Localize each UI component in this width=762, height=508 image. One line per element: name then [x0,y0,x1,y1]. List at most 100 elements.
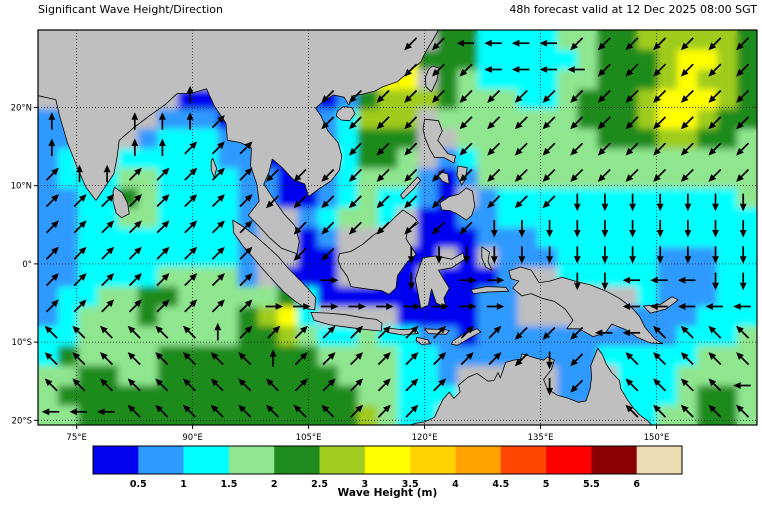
colorbar-segment [500,446,547,474]
direction-arrow [128,299,142,313]
colorbar-segment [364,446,411,474]
direction-arrow [486,303,505,310]
landmass [310,312,383,332]
landmass [508,266,664,345]
direction-arrow [294,378,308,392]
x-tick-label: 135°E [528,433,554,443]
direction-arrow [44,352,58,366]
direction-arrow [48,138,56,156]
direction-arrow [376,221,390,235]
direction-arrow [155,378,169,392]
direction-arrow [69,408,87,416]
direction-arrow [625,352,639,366]
direction-arrow [597,168,611,182]
axis-labels: 75°E 90°E 105°E 120°E 135°E 150°E 20°N 10°N 0° 10… [11,103,670,443]
landmass [232,219,316,311]
direction-arrow [650,276,668,284]
direction-arrow [573,246,581,264]
direction-arrow [156,167,170,181]
direction-arrow [546,220,554,238]
direction-arrow [159,112,166,130]
direction-arrow [211,141,225,155]
landmass [415,337,432,345]
direction-arrow [511,39,530,47]
direction-arrow [294,352,308,366]
direction-arrow [490,246,498,264]
direction-arrow [539,66,558,73]
direction-arrow [736,116,750,130]
direction-arrow [570,353,584,367]
direction-arrow [736,325,750,339]
direction-arrow [184,246,198,260]
direction-arrow [736,63,750,77]
direction-arrow [404,37,418,51]
direction-arrow [376,168,390,182]
direction-arrow [348,195,362,209]
direction-arrow [712,246,719,264]
direction-arrow [211,167,225,181]
direction-arrow [211,220,225,234]
direction-arrow [405,378,419,392]
direction-arrow [72,378,86,392]
direction-arrow [625,89,639,103]
direction-arrow [350,325,364,339]
direction-arrow [48,112,56,130]
direction-arrow [128,246,142,260]
direction-arrow [680,142,694,156]
direction-arrow [736,142,750,156]
direction-arrow [705,303,723,310]
direction-arrow [405,404,419,418]
direction-arrow [404,89,418,103]
direction-arrow [100,378,114,392]
direction-arrow [487,142,501,156]
direction-arrow [128,167,142,181]
direction-arrow [239,167,253,181]
direction-arrow [653,168,667,182]
direction-arrow [210,378,224,392]
colorbar-segment [591,446,637,474]
direction-arrow [653,325,667,339]
direction-arrow [542,116,556,130]
direction-arrow [542,89,556,103]
direction-arrow [210,404,224,418]
direction-arrow [376,116,390,130]
direction-arrow [320,303,339,310]
direction-arrow [542,195,556,209]
direction-arrow [128,194,142,208]
colorbar-segment [183,446,230,474]
direction-arrow [708,404,722,418]
direction-arrow [377,352,391,366]
direction-arrow [214,322,222,341]
map-area [37,29,758,426]
direction-arrow [431,63,445,77]
direction-arrow [653,404,667,418]
direction-arrow [601,246,609,264]
x-tick-label: 105°E [296,433,322,443]
direction-arrow [265,303,284,310]
direction-arrow [322,352,336,366]
direction-arrow [650,303,668,310]
direction-arrow [680,116,694,130]
direction-arrow [293,168,307,182]
colorbar-segment [138,446,184,474]
direction-arrow [407,246,415,264]
direction-arrow [433,378,447,392]
direction-arrow [460,352,474,366]
direction-arrow [266,195,280,209]
direction-arrow [708,325,722,339]
direction-arrow [407,272,415,291]
map-border [37,29,758,426]
direction-arrow [518,220,526,238]
direction-arrow [269,349,277,367]
direction-arrow [294,325,308,339]
direction-arrow [266,378,280,392]
direction-arrow [514,116,528,130]
direction-arrow [238,378,252,392]
direction-arrow [459,89,473,103]
colorbar-tick-label: 4 [452,479,459,490]
direction-arrow [518,246,526,264]
colorbar-segment [319,446,366,474]
direction-arrow [350,378,364,392]
direction-arrow [41,408,60,416]
direction-arrow [736,37,750,51]
